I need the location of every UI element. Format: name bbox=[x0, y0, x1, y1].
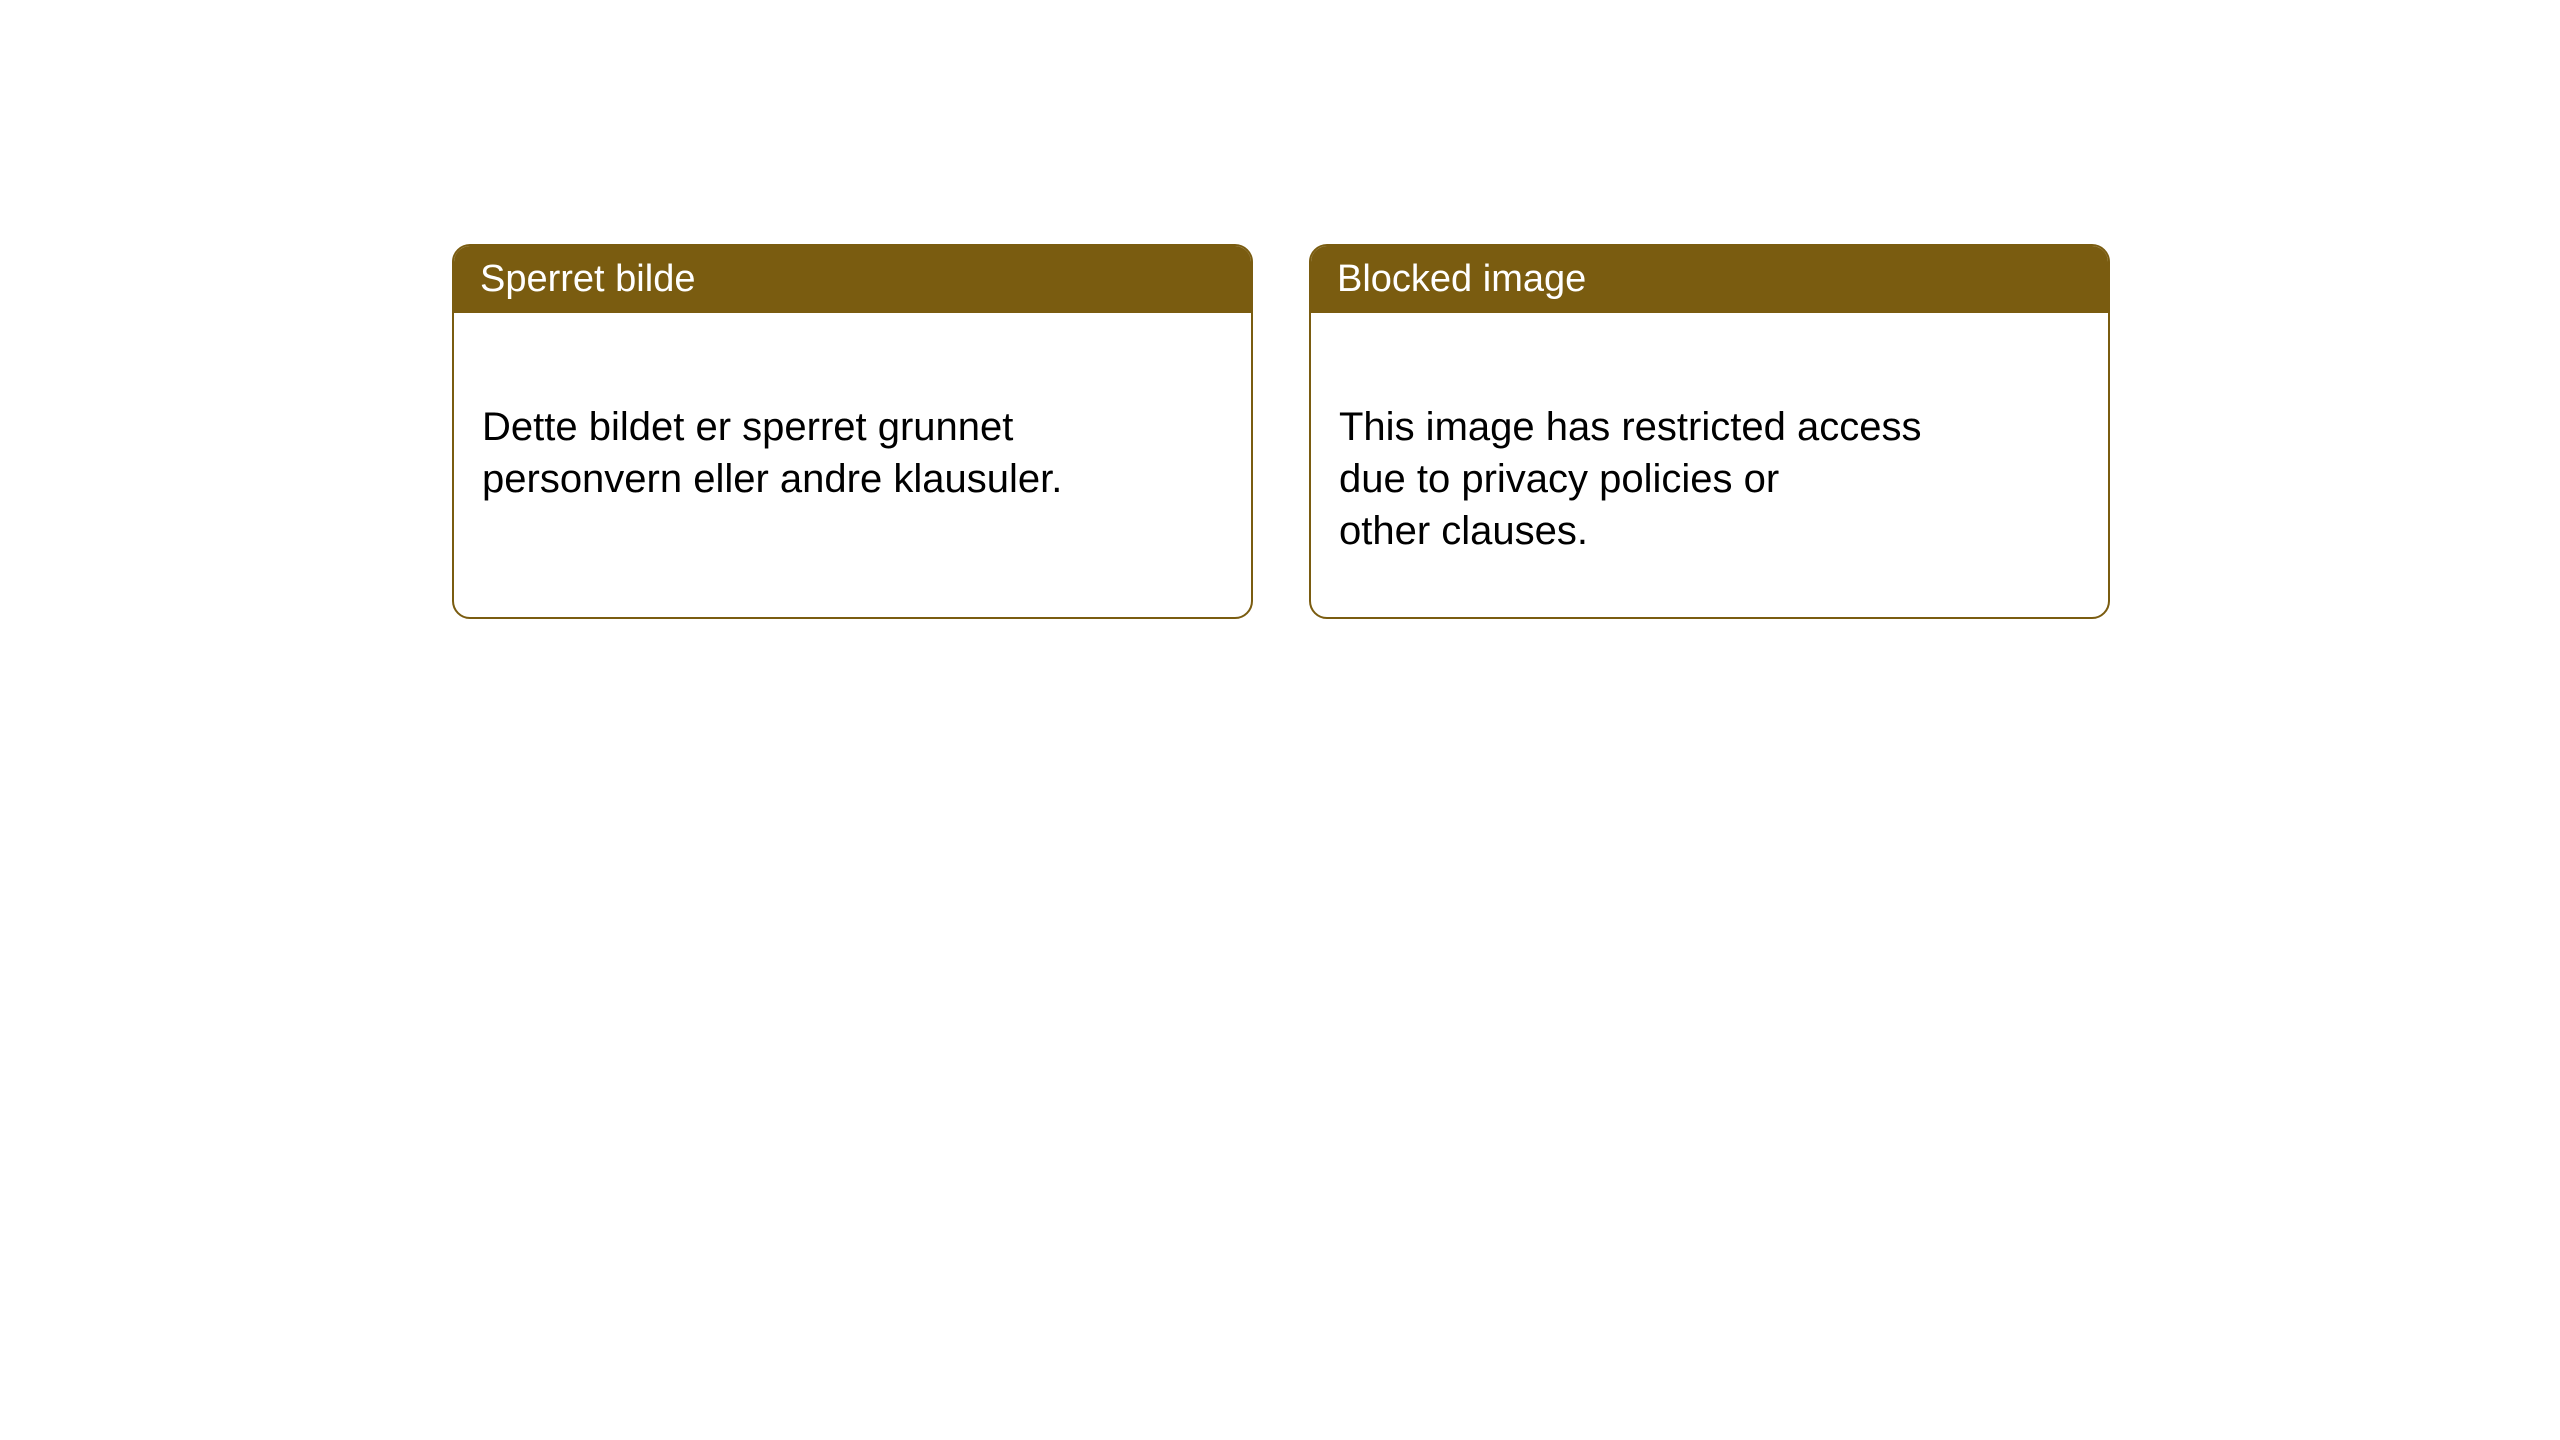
card-header: Blocked image bbox=[1311, 246, 2108, 313]
notice-card-english: Blocked image This image has restricted … bbox=[1309, 244, 2110, 619]
card-header: Sperret bilde bbox=[454, 246, 1251, 313]
card-header-text: Sperret bilde bbox=[480, 258, 695, 300]
card-body: Dette bildet er sperret grunnet personve… bbox=[454, 313, 1251, 565]
notice-card-norwegian: Sperret bilde Dette bildet er sperret gr… bbox=[452, 244, 1253, 619]
card-body-text: Dette bildet er sperret grunnet personve… bbox=[482, 405, 1062, 501]
card-body-text: This image has restricted access due to … bbox=[1339, 405, 1921, 553]
notice-container: Sperret bilde Dette bildet er sperret gr… bbox=[452, 244, 2560, 619]
card-body: This image has restricted access due to … bbox=[1311, 313, 2108, 617]
card-header-text: Blocked image bbox=[1337, 258, 1586, 300]
